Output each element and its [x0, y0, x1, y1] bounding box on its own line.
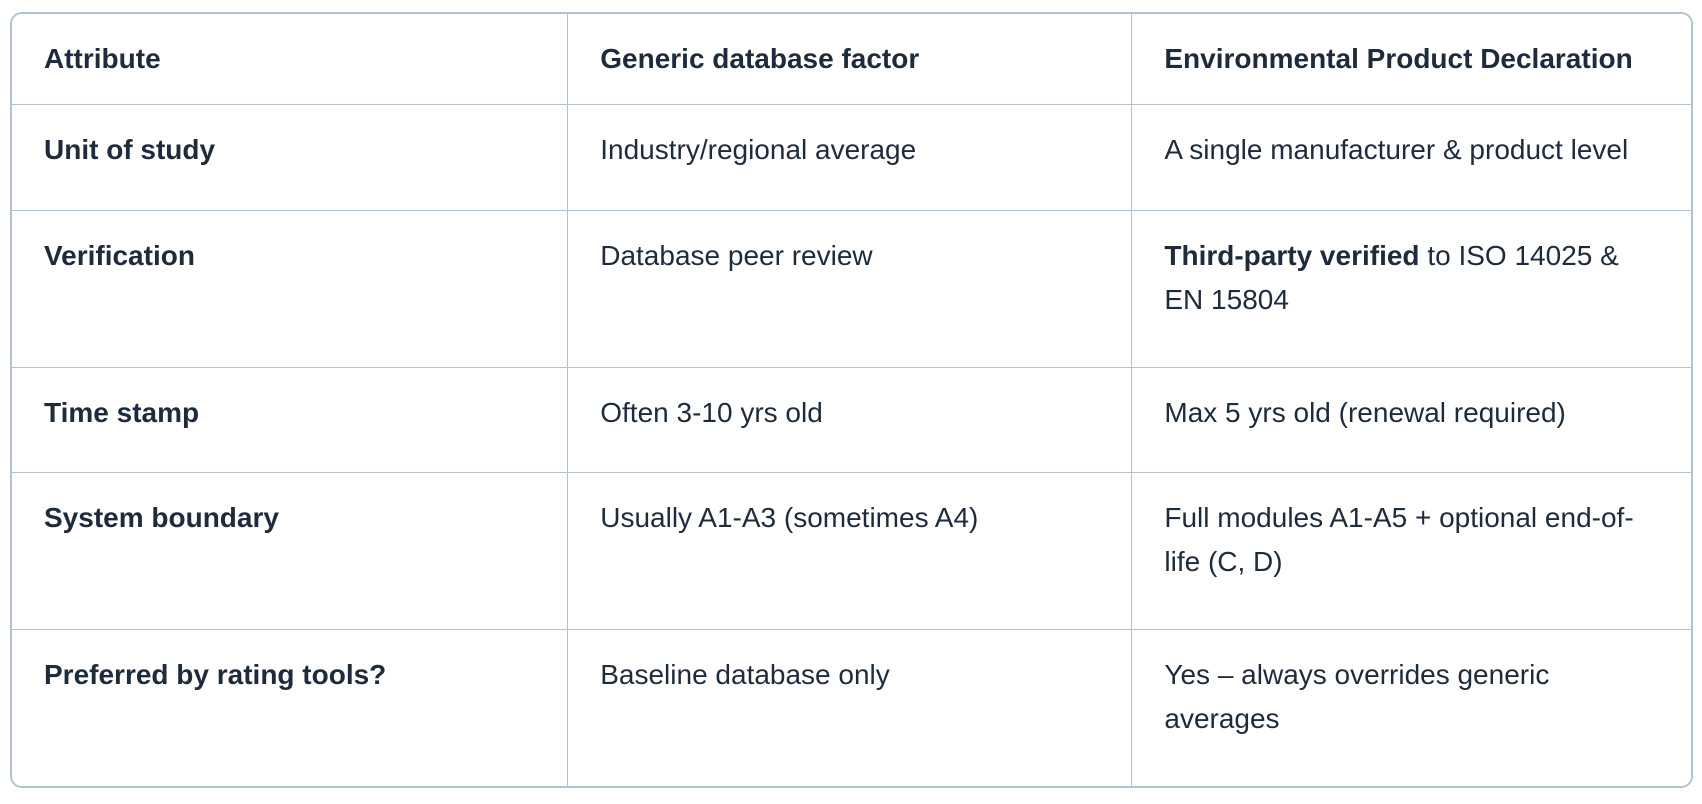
- column-header-generic-database-factor: Generic database factor: [567, 14, 1133, 105]
- epd-bold-text: Third-party verified: [1164, 239, 1420, 271]
- table-row-verification: Verification Database peer review Third-…: [12, 210, 1691, 368]
- generic-factor-cell: Industry/regional average: [567, 104, 1133, 211]
- column-header-environmental-product-declaration: Environmental Product Declaration: [1131, 14, 1691, 105]
- attribute-cell: Time stamp: [12, 367, 569, 474]
- epd-cell: Full modules A1-A5 + optional end-of-lif…: [1131, 472, 1691, 631]
- comparison-table: Attribute Generic database factor Enviro…: [10, 12, 1693, 788]
- epd-cell: Third-party verified to ISO 14025 & EN 1…: [1131, 210, 1691, 368]
- attribute-cell: Verification: [12, 210, 569, 368]
- generic-factor-cell: Baseline database only: [567, 629, 1133, 786]
- attribute-cell: Preferred by rating tools?: [12, 629, 569, 786]
- epd-cell: Yes – always overrides generic averages: [1131, 629, 1691, 786]
- table-row-time-stamp: Time stamp Often 3-10 yrs old Max 5 yrs …: [12, 367, 1691, 474]
- epd-vs-generic-table: Attribute Generic database factor Enviro…: [12, 14, 1691, 786]
- header-row: Attribute Generic database factor Enviro…: [12, 14, 1691, 105]
- table-row-preferred-by-rating-tools: Preferred by rating tools? Baseline data…: [12, 629, 1691, 786]
- generic-factor-cell: Usually A1-A3 (sometimes A4): [567, 472, 1133, 631]
- attribute-cell: System boundary: [12, 472, 569, 631]
- epd-cell: Max 5 yrs old (renewal required): [1131, 367, 1691, 474]
- attribute-cell: Unit of study: [12, 104, 569, 211]
- table-row-unit-of-study: Unit of study Industry/regional average …: [12, 104, 1691, 211]
- table-row-system-boundary: System boundary Usually A1-A3 (sometimes…: [12, 472, 1691, 631]
- column-header-attribute: Attribute: [12, 14, 569, 105]
- generic-factor-cell: Often 3-10 yrs old: [567, 367, 1133, 474]
- epd-regular-text: to ISO 14025 & EN 15804: [1164, 239, 1619, 315]
- generic-factor-cell: Database peer review: [567, 210, 1133, 368]
- epd-cell: A single manufacturer & product level: [1131, 104, 1691, 211]
